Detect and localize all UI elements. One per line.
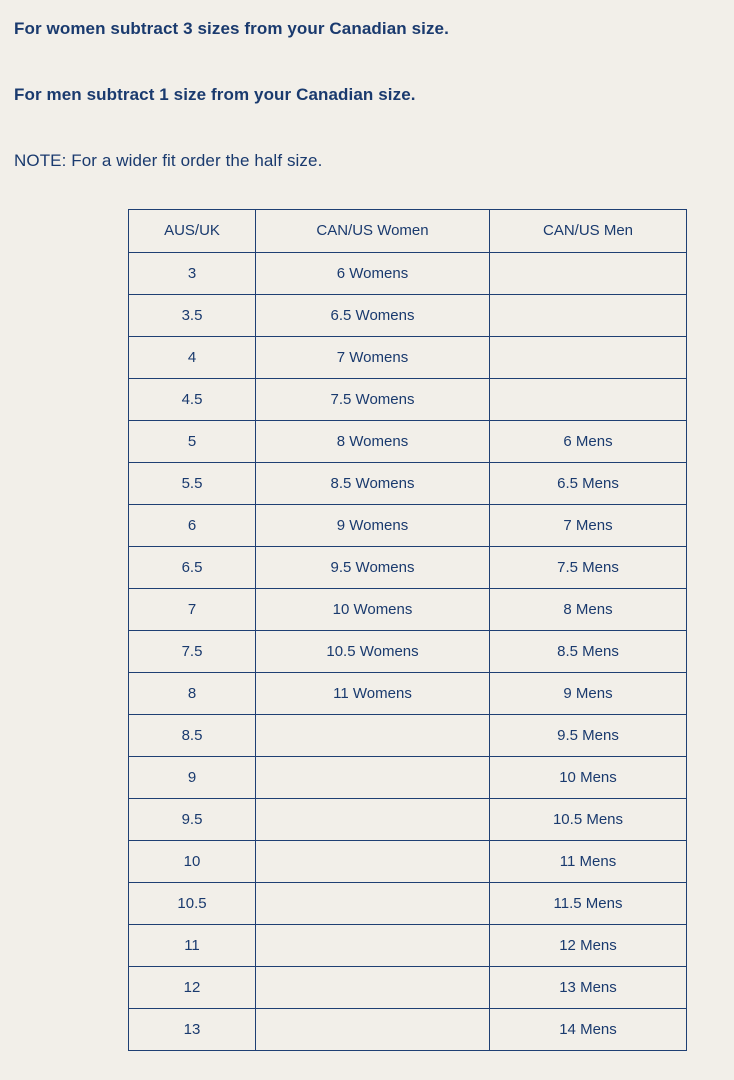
cell-can-us-women: 9.5 Womens: [255, 546, 490, 589]
cell-can-us-men: 8.5 Mens: [489, 630, 687, 673]
cell-can-us-men: [489, 252, 687, 295]
intro-line-women: For women subtract 3 sizes from your Can…: [14, 19, 449, 38]
cell-can-us-women: 9 Womens: [255, 504, 490, 547]
cell-aus-uk: 5.5: [128, 462, 256, 505]
table-row: 13 14 Mens: [128, 1008, 687, 1051]
table-row: 7 10 Womens 8 Mens: [128, 588, 687, 631]
cell-can-us-men: 12 Mens: [489, 924, 687, 967]
cell-can-us-men: 14 Mens: [489, 1008, 687, 1051]
intro-line-men: For men subtract 1 size from your Canadi…: [14, 85, 416, 104]
cell-can-us-women: 10 Womens: [255, 588, 490, 631]
cell-can-us-men: 9 Mens: [489, 672, 687, 715]
cell-can-us-men: 6 Mens: [489, 420, 687, 463]
table-row: 9.5 10.5 Mens: [128, 798, 687, 841]
cell-can-us-women: 7.5 Womens: [255, 378, 490, 421]
cell-can-us-men: 10 Mens: [489, 756, 687, 799]
cell-aus-uk: 10: [128, 840, 256, 883]
table-row: 12 13 Mens: [128, 966, 687, 1009]
cell-can-us-women: [255, 798, 490, 841]
table-row: 8.5 9.5 Mens: [128, 714, 687, 757]
cell-aus-uk: 3.5: [128, 294, 256, 337]
cell-aus-uk: 12: [128, 966, 256, 1009]
cell-can-us-men: [489, 336, 687, 379]
cell-aus-uk: 4.5: [128, 378, 256, 421]
cell-aus-uk: 9: [128, 756, 256, 799]
cell-can-us-women: 7 Womens: [255, 336, 490, 379]
column-header-aus-uk: AUS/UK: [128, 209, 256, 253]
table-row: 10 11 Mens: [128, 840, 687, 883]
cell-can-us-men: 7.5 Mens: [489, 546, 687, 589]
cell-aus-uk: 7: [128, 588, 256, 631]
table-header: AUS/UK CAN/US Women CAN/US Men: [128, 209, 687, 253]
cell-can-us-women: [255, 924, 490, 967]
cell-can-us-women: [255, 714, 490, 757]
cell-aus-uk: 7.5: [128, 630, 256, 673]
table-row: 5.5 8.5 Womens 6.5 Mens: [128, 462, 687, 505]
cell-aus-uk: 13: [128, 1008, 256, 1051]
cell-can-us-men: 13 Mens: [489, 966, 687, 1009]
table-header-row: AUS/UK CAN/US Women CAN/US Men: [128, 209, 687, 253]
table-row: 9 10 Mens: [128, 756, 687, 799]
table-row: 11 12 Mens: [128, 924, 687, 967]
cell-aus-uk: 11: [128, 924, 256, 967]
cell-can-us-women: [255, 966, 490, 1009]
cell-can-us-women: [255, 840, 490, 883]
cell-can-us-women: 11 Womens: [255, 672, 490, 715]
cell-can-us-women: 8.5 Womens: [255, 462, 490, 505]
table-row: 7.5 10.5 Womens 8.5 Mens: [128, 630, 687, 673]
table-row: 4.5 7.5 Womens: [128, 378, 687, 421]
cell-can-us-women: 10.5 Womens: [255, 630, 490, 673]
cell-can-us-men: 11.5 Mens: [489, 882, 687, 925]
cell-can-us-women: 6.5 Womens: [255, 294, 490, 337]
cell-can-us-women: [255, 756, 490, 799]
cell-can-us-women: [255, 1008, 490, 1051]
cell-can-us-men: 8 Mens: [489, 588, 687, 631]
table-row: 6.5 9.5 Womens 7.5 Mens: [128, 546, 687, 589]
cell-aus-uk: 3: [128, 252, 256, 295]
cell-aus-uk: 8.5: [128, 714, 256, 757]
cell-can-us-men: 10.5 Mens: [489, 798, 687, 841]
cell-aus-uk: 9.5: [128, 798, 256, 841]
cell-can-us-women: 6 Womens: [255, 252, 490, 295]
cell-can-us-men: 7 Mens: [489, 504, 687, 547]
cell-aus-uk: 10.5: [128, 882, 256, 925]
cell-aus-uk: 8: [128, 672, 256, 715]
column-header-can-us-men: CAN/US Men: [489, 209, 687, 253]
cell-can-us-men: [489, 378, 687, 421]
intro-line-note: NOTE: For a wider fit order the half siz…: [14, 151, 323, 170]
cell-aus-uk: 5: [128, 420, 256, 463]
cell-aus-uk: 4: [128, 336, 256, 379]
cell-aus-uk: 6.5: [128, 546, 256, 589]
cell-can-us-men: 11 Mens: [489, 840, 687, 883]
column-header-can-us-women: CAN/US Women: [255, 209, 490, 253]
cell-can-us-women: [255, 882, 490, 925]
table-row: 10.5 11.5 Mens: [128, 882, 687, 925]
cell-can-us-men: 9.5 Mens: [489, 714, 687, 757]
table-row: 8 11 Womens 9 Mens: [128, 672, 687, 715]
table-row: 3.5 6.5 Womens: [128, 294, 687, 337]
cell-aus-uk: 6: [128, 504, 256, 547]
cell-can-us-women: 8 Womens: [255, 420, 490, 463]
cell-can-us-men: [489, 294, 687, 337]
cell-can-us-men: 6.5 Mens: [489, 462, 687, 505]
